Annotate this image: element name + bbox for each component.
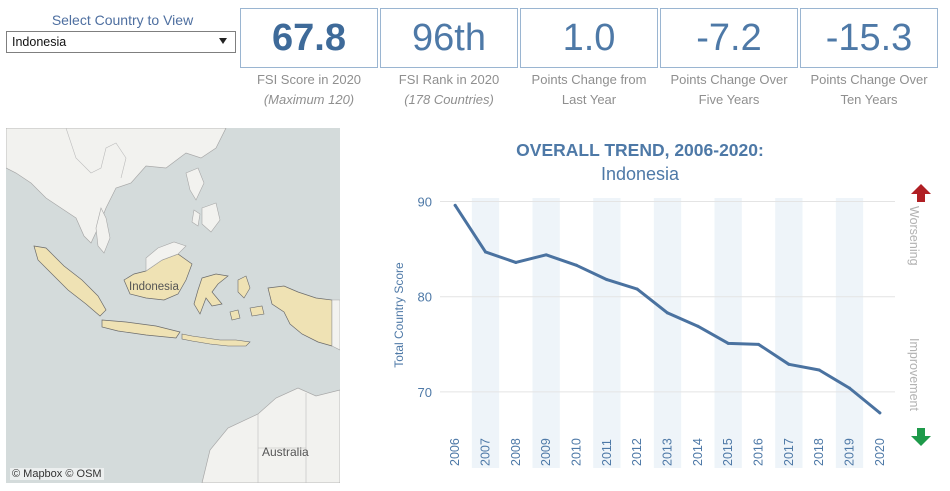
data-point bbox=[666, 311, 669, 315]
year-band bbox=[593, 198, 621, 468]
year-band bbox=[835, 198, 864, 468]
worsening-label: Worsening bbox=[907, 206, 921, 266]
country-map[interactable]: Indonesia Australia © Mapbox © OSM bbox=[6, 128, 340, 483]
kpi-caption-sub: Five Years bbox=[698, 92, 760, 107]
kpi-caption-sub: (178 Countries) bbox=[404, 92, 494, 107]
x-tick-label: 2009 bbox=[539, 438, 553, 466]
trend-line-chart[interactable]: 70 80 90 Total Country Score 2006 2007 2008 200… bbox=[380, 190, 900, 470]
data-point bbox=[605, 278, 609, 282]
kpi-change-1yr: 1.0 bbox=[520, 8, 658, 68]
kpi-change-10yr: -15.3 bbox=[800, 8, 938, 68]
kpi-change-10yr-caption: Points Change Over Ten Years bbox=[800, 70, 938, 110]
kpi-change-5yr-caption: Points Change Over Five Years bbox=[660, 70, 798, 110]
kpi-fsi-rank-caption: FSI Rank in 2020 (178 Countries) bbox=[380, 70, 518, 110]
x-tick-label: 2018 bbox=[812, 438, 826, 466]
x-tick-label: 2019 bbox=[843, 438, 857, 466]
kpi-caption-text: Points Change from bbox=[531, 72, 647, 87]
map-attribution[interactable]: © Mapbox © OSM bbox=[10, 468, 104, 480]
x-tick-label: 2011 bbox=[600, 439, 614, 466]
data-point bbox=[453, 203, 457, 207]
x-tick-label: 2017 bbox=[782, 438, 796, 466]
map-label-indonesia: Indonesia bbox=[129, 281, 179, 293]
kpi-change-5yr: -7.2 bbox=[660, 8, 798, 68]
improvement-arrow-icon bbox=[911, 428, 931, 446]
data-point bbox=[848, 386, 851, 390]
data-point bbox=[514, 260, 518, 264]
x-tick-label: 2014 bbox=[691, 438, 705, 466]
x-tick-label: 2008 bbox=[509, 438, 523, 466]
year-band bbox=[775, 198, 803, 468]
year-band bbox=[532, 198, 560, 468]
data-point bbox=[878, 411, 882, 415]
map-label-australia: Australia bbox=[262, 445, 309, 459]
country-select[interactable]: Indonesia bbox=[6, 31, 236, 53]
kpi-caption-sub: (Maximum 120) bbox=[263, 92, 355, 107]
kpi-fsi-score-caption: FSI Score in 2020 (Maximum 120) bbox=[240, 70, 378, 110]
x-tick-label: 2020 bbox=[873, 438, 887, 466]
data-point bbox=[726, 341, 730, 345]
data-point bbox=[817, 368, 821, 372]
country-select-value: Indonesia bbox=[12, 35, 67, 49]
chart-subtitle: Indonesia bbox=[600, 164, 680, 184]
x-tick-label: 2010 bbox=[570, 438, 584, 466]
data-point bbox=[787, 362, 791, 366]
country-selector-label: Select Country to View bbox=[51, 12, 194, 28]
kpi-caption-text: FSI Rank in 2020 bbox=[398, 72, 500, 87]
chart-title: OVERALL TREND, 2006-2020: bbox=[516, 140, 764, 160]
map-graphic bbox=[6, 128, 340, 483]
data-point bbox=[757, 342, 760, 346]
y-axis-label: Total Country Score bbox=[392, 262, 406, 368]
y-tick-label: 80 bbox=[418, 290, 432, 305]
data-point bbox=[575, 263, 578, 267]
kpi-caption-sub: Last Year bbox=[561, 92, 617, 107]
year-band bbox=[471, 198, 500, 468]
improvement-label: Improvement bbox=[907, 338, 921, 411]
kpi-caption-text: Points Change Over bbox=[810, 72, 928, 87]
kpi-caption-text: Points Change Over bbox=[670, 72, 788, 87]
x-tick-label: 2006 bbox=[448, 438, 462, 466]
y-tick-label: 70 bbox=[418, 385, 432, 400]
year-band bbox=[653, 198, 682, 468]
data-point bbox=[484, 250, 487, 254]
kpi-fsi-rank: 96th bbox=[380, 8, 518, 68]
x-tick-label: 2012 bbox=[630, 438, 644, 466]
kpi-fsi-score: 67.8 bbox=[240, 8, 378, 68]
chevron-down-icon[interactable] bbox=[219, 38, 227, 44]
data-point bbox=[544, 253, 548, 257]
y-tick-label: 90 bbox=[418, 195, 432, 210]
x-tick-label: 2013 bbox=[661, 438, 675, 466]
worsening-arrow-icon bbox=[911, 184, 931, 202]
kpi-change-1yr-caption: Points Change from Last Year bbox=[520, 70, 658, 110]
x-tick-label: 2016 bbox=[752, 438, 766, 466]
data-point bbox=[635, 287, 639, 291]
kpi-caption-text: FSI Score in 2020 bbox=[256, 72, 362, 87]
year-band bbox=[714, 198, 742, 468]
kpi-caption-sub: Ten Years bbox=[840, 92, 898, 107]
data-point bbox=[696, 324, 700, 328]
x-tick-label: 2007 bbox=[479, 438, 493, 466]
x-tick-label: 2015 bbox=[721, 438, 735, 466]
